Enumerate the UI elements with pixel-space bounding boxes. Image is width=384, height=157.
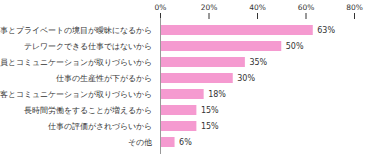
svg-text:60%: 60% bbox=[298, 3, 315, 12]
svg-text:顧客とコミュニケーションが取りづらいから: 顧客とコミュニケーションが取りづらいから bbox=[0, 90, 152, 99]
svg-text:0%: 0% bbox=[155, 3, 167, 12]
svg-text:30%: 30% bbox=[237, 74, 255, 83]
svg-text:仕事とプライベートの境目が曖昧になるから: 仕事とプライベートの境目が曖昧になるから bbox=[0, 26, 152, 35]
svg-text:テレワークできる仕事ではないから: テレワークできる仕事ではないから bbox=[24, 42, 152, 51]
svg-text:6%: 6% bbox=[179, 138, 192, 147]
svg-text:40%: 40% bbox=[249, 3, 266, 12]
svg-text:80%: 80% bbox=[346, 3, 363, 12]
svg-text:63%: 63% bbox=[317, 26, 335, 35]
svg-text:15%: 15% bbox=[201, 122, 219, 131]
svg-text:50%: 50% bbox=[286, 42, 304, 51]
svg-text:仕事の生産性が下がるから: 仕事の生産性が下がるから bbox=[56, 74, 152, 83]
svg-text:仕事の評価がされづらいから: 仕事の評価がされづらいから bbox=[48, 122, 152, 131]
svg-text:20%: 20% bbox=[201, 3, 218, 12]
svg-text:その他: その他 bbox=[128, 138, 152, 147]
svg-text:長時間労働をすることが増えるから: 長時間労働をすることが増えるから bbox=[24, 106, 152, 115]
svg-text:15%: 15% bbox=[201, 106, 219, 115]
svg-text:35%: 35% bbox=[249, 58, 267, 67]
svg-text:18%: 18% bbox=[208, 90, 226, 99]
svg-text:社員とコミュニケーションが取りづらいから: 社員とコミュニケーションが取りづらいから bbox=[0, 58, 152, 67]
